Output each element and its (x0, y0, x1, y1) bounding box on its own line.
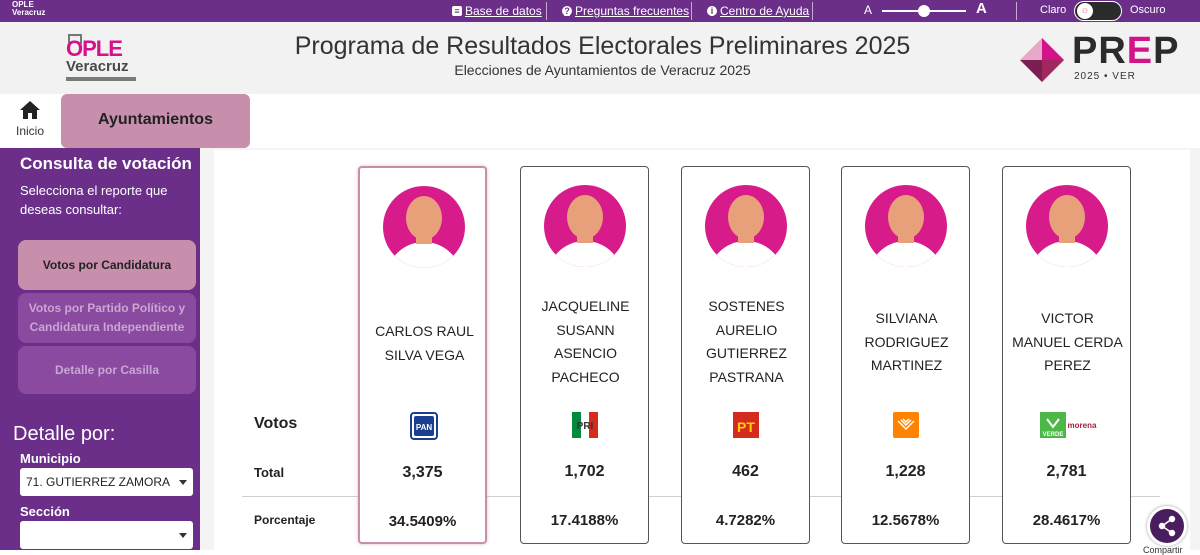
ople-mini-logo[interactable]: OPLE Veracruz (12, 0, 46, 17)
votos-por-partido-button[interactable]: Votos por Partido Político y Candidatura… (18, 293, 196, 343)
municipio-label: Municipio (20, 451, 81, 466)
candidate-total: 2,781 (1046, 463, 1087, 480)
share-button[interactable] (1147, 506, 1187, 546)
pri-logo-icon: PRI (572, 412, 598, 438)
candidate-card[interactable]: VICTOR MANUEL CERDA PEREZ VERDE morena 2… (1002, 166, 1131, 544)
avatar-icon (383, 186, 465, 268)
sidebar-description: Selecciona el reporte que deseas consult… (20, 183, 168, 217)
avatar-icon (1026, 185, 1108, 267)
candidate-percentage: 12.5678% (871, 512, 940, 529)
database-icon: ≡ (452, 6, 462, 16)
header: OPLE Veracruz Programa de Resultados Ele… (0, 22, 1200, 94)
candidate-name: VICTOR MANUEL CERDA PEREZ (1012, 310, 1123, 373)
pt-logo-icon: PT (733, 412, 759, 438)
row-label-total: Total (254, 465, 285, 480)
share-label: Compartir (1143, 545, 1183, 555)
divider (546, 2, 547, 20)
faq-link-label: Preguntas frecuentes (575, 4, 690, 18)
seccion-select[interactable] (20, 521, 193, 549)
database-link[interactable]: ≡ Base de datos (452, 4, 542, 18)
share-icon (1158, 515, 1176, 537)
font-size-large-label: A (976, 0, 987, 17)
avatar-icon (865, 185, 947, 267)
municipio-value: 71. GUTIERREZ ZAMORA (26, 475, 171, 489)
tab-ayuntamientos[interactable]: Ayuntamientos (61, 94, 250, 148)
svg-text:PT: PT (737, 419, 755, 435)
home-button[interactable]: Inicio (8, 98, 52, 140)
font-size-slider-handle[interactable] (918, 5, 930, 17)
font-size-small-label: A (864, 3, 873, 17)
candidate-card[interactable]: SILVIANA RODRIGUEZ MARTINEZ 1,228 12.567… (841, 166, 970, 544)
row-label-votos: Votos (254, 415, 298, 432)
ople-logo-mark (68, 34, 82, 44)
prep-logo-text: PREP (1072, 30, 1180, 72)
page-subtitle: Elecciones de Ayuntamientos de Veracruz … (454, 62, 751, 78)
divider (691, 2, 692, 20)
faq-link[interactable]: ? Preguntas frecuentes (562, 4, 689, 18)
candidate-card[interactable]: CARLOS RAUL SILVA VEGA PAN 3,375 34.5409… (358, 166, 487, 544)
ople-logo[interactable]: OPLE Veracruz (66, 34, 138, 84)
info-icon: i (707, 6, 717, 16)
detail-heading: Detalle por: (13, 423, 116, 445)
municipio-select[interactable]: 71. GUTIERREZ ZAMORA (20, 468, 193, 496)
candidate-total: 1,702 (564, 463, 605, 480)
candidate-total: 462 (732, 463, 759, 480)
candidate-percentage: 28.4617% (1032, 512, 1101, 529)
chevron-down-icon (179, 480, 187, 485)
candidate-total: 1,228 (885, 463, 926, 480)
chevron-down-icon (179, 533, 187, 538)
theme-light-label: Claro (1040, 4, 1067, 16)
divider (812, 2, 813, 20)
candidate-percentage: 34.5409% (388, 513, 457, 530)
seccion-label: Sección (20, 504, 70, 519)
question-icon: ? (562, 6, 572, 16)
svg-text:VERDE: VERDE (1043, 432, 1064, 438)
prep-logo[interactable]: PREP 2025 • VER (1020, 30, 1190, 88)
divider (1016, 2, 1017, 20)
candidate-card[interactable]: JACQUELINE SUSANN ASENCIO PACHECO PRI 1,… (520, 166, 649, 544)
mc-logo-icon (893, 412, 919, 438)
prep-year: 2025 • VER (1074, 71, 1136, 82)
ople-logo-subtext: Veracruz (66, 58, 129, 75)
verde-morena-logo-icon: VERDE morena (1040, 412, 1097, 438)
help-center-link-label: Centro de Ayuda (720, 4, 810, 18)
home-icon (20, 101, 40, 119)
pan-logo-icon: PAN (410, 412, 438, 440)
detalle-por-casilla-button[interactable]: Detalle por Casilla (18, 346, 196, 394)
svg-text:PAN: PAN (416, 423, 433, 432)
candidate-name: JACQUELINE SUSANN ASENCIO PACHECO (541, 298, 630, 385)
theme-toggle[interactable]: ☼ (1074, 1, 1122, 21)
avatar-icon (544, 185, 626, 267)
ople-logo-text: OPLE (66, 36, 123, 61)
candidate-name: CARLOS RAUL SILVA VEGA (375, 323, 474, 363)
sidebar: Consulta de votación Selecciona el repor… (0, 148, 200, 550)
row-label-porcentaje: Porcentaje (254, 513, 316, 527)
database-link-label: Base de datos (465, 4, 542, 18)
candidate-name: SOSTENES AURELIO GUTIERREZ PASTRANA (706, 298, 787, 385)
top-bar: OPLE Veracruz ≡ Base de datos ? Preguntas… (0, 0, 1200, 22)
candidate-percentage: 4.7282% (715, 512, 776, 529)
sidebar-title: Consulta de votación (20, 154, 192, 173)
help-center-link[interactable]: i Centro de Ayuda (707, 4, 809, 18)
sun-icon: ☼ (1077, 3, 1093, 19)
theme-dark-label: Oscuro (1130, 4, 1166, 16)
candidate-total: 3,375 (402, 464, 443, 481)
avatar-icon (705, 185, 787, 267)
candidate-percentage: 17.4188% (550, 512, 619, 529)
candidate-card[interactable]: SOSTENES AURELIO GUTIERREZ PASTRANA PT 4… (681, 166, 810, 544)
svg-text:PRI: PRI (577, 421, 594, 432)
ople-logo-bar (66, 77, 136, 81)
votos-por-candidatura-button[interactable]: Votos por Candidatura (18, 240, 196, 290)
page-title: Programa de Resultados Electorales Preli… (294, 32, 911, 60)
svg-text:morena: morena (1068, 421, 1097, 430)
prep-diamond-icon (1020, 38, 1064, 82)
home-label: Inicio (15, 124, 44, 138)
candidate-name: SILVIANA RODRIGUEZ MARTINEZ (864, 310, 949, 373)
